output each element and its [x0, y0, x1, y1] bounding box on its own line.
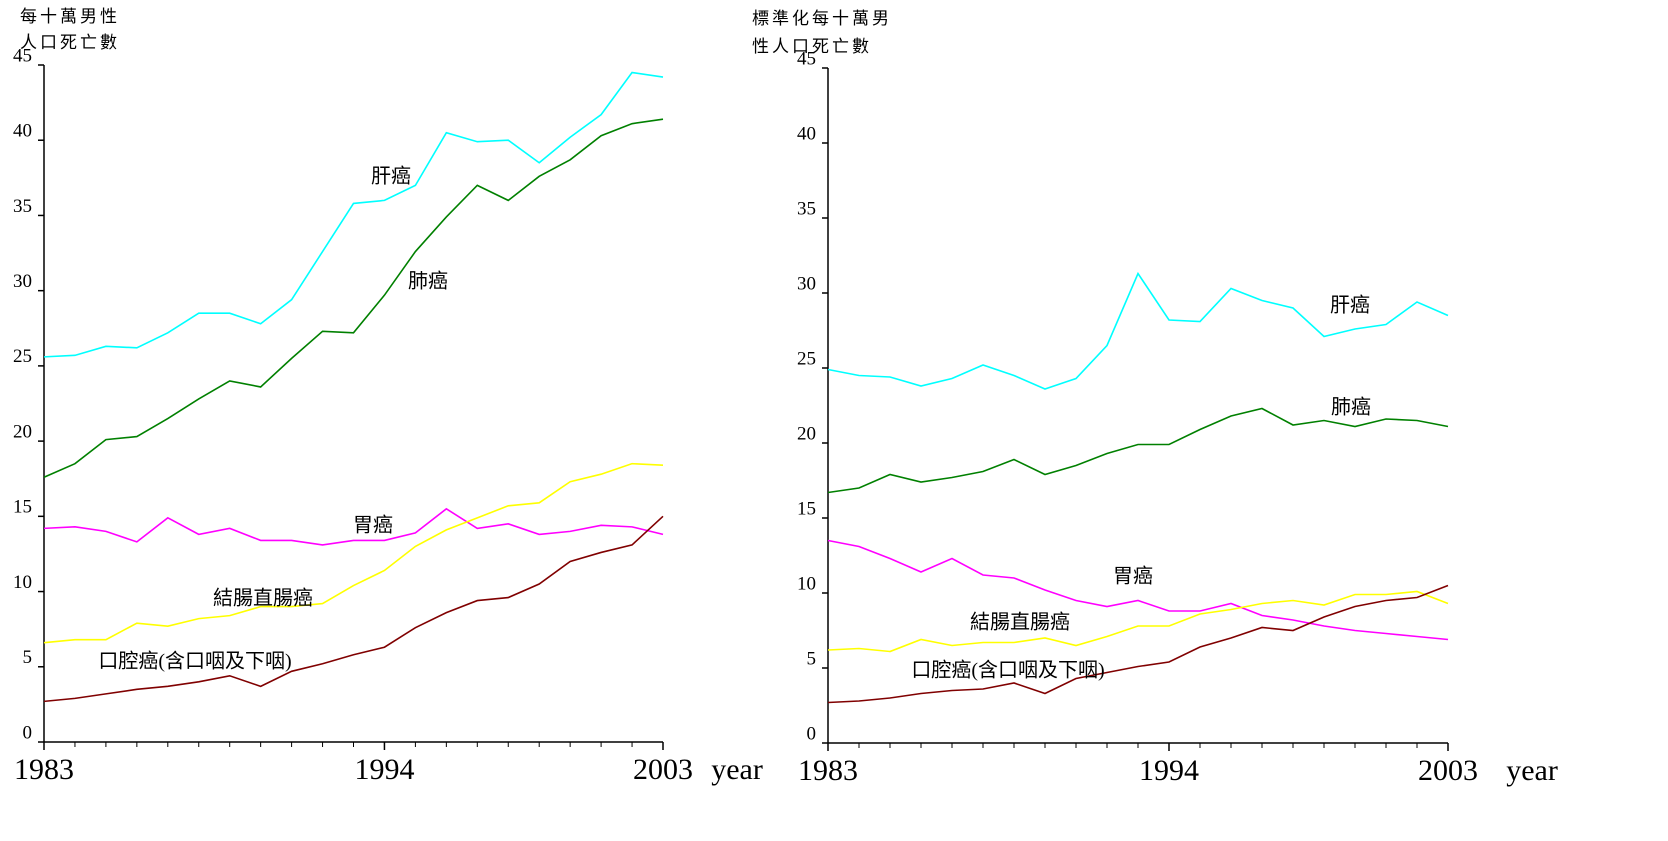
- series-line: [43, 515, 664, 703]
- series-line: [827, 590, 1449, 653]
- x-tick-label: 1983: [798, 754, 858, 787]
- y-tick-label: 15: [13, 497, 32, 518]
- series-line: [43, 71, 664, 358]
- series-line: [827, 407, 1449, 494]
- series-label: 胃癌: [353, 514, 393, 537]
- x-tick-label: 1994: [354, 753, 414, 786]
- y-tick-label: 20: [13, 421, 32, 442]
- series-label: 結腸直腸癌: [970, 611, 1070, 634]
- y-tick-label: 35: [13, 196, 32, 217]
- series-label: 胃癌: [1113, 565, 1153, 588]
- series-label: 口腔癌(含口咽及下咽): [98, 650, 291, 673]
- x-axis-label: year: [711, 753, 763, 786]
- y-axis-label: 性人口死亡數: [752, 37, 872, 56]
- series-line: [43, 507, 664, 546]
- y-axis-label: 標準化每十萬男: [752, 9, 892, 28]
- series-label: 肝癌: [1330, 294, 1370, 317]
- series-line: [827, 584, 1449, 704]
- y-tick-label: 40: [797, 123, 816, 144]
- y-tick-label: 10: [13, 572, 32, 593]
- y-axis-label: 人口死亡數: [20, 33, 120, 52]
- y-tick-label: 0: [807, 723, 817, 744]
- y-tick-label: 5: [23, 647, 33, 668]
- y-tick-label: 10: [797, 573, 816, 594]
- y-tick-label: 35: [797, 198, 816, 219]
- x-axis-label: year: [1506, 754, 1558, 787]
- x-tick-label: 2003: [633, 753, 693, 786]
- series-label: 結腸直腸癌: [213, 587, 313, 610]
- x-tick-label: 1994: [1139, 754, 1199, 787]
- y-tick-label: 45: [797, 48, 816, 69]
- y-tick-label: 25: [13, 346, 32, 367]
- y-tick-label: 0: [23, 722, 33, 743]
- y-tick-label: 40: [13, 121, 32, 142]
- series-line: [43, 462, 664, 644]
- y-tick-label: 25: [797, 348, 816, 369]
- y-axis-label: 每十萬男性: [20, 7, 120, 26]
- series-label: 肝癌: [371, 165, 411, 188]
- series-line: [43, 118, 664, 478]
- series-line: [827, 539, 1449, 641]
- y-tick-label: 5: [807, 648, 817, 669]
- series-label: 口腔癌(含口咽及下咽): [911, 659, 1104, 682]
- series-label: 肺癌: [1331, 396, 1371, 419]
- x-tick-label: 1983: [14, 753, 74, 786]
- y-tick-label: 15: [797, 498, 816, 519]
- y-tick-label: 30: [13, 271, 32, 292]
- y-tick-label: 45: [13, 45, 32, 66]
- y-tick-label: 20: [797, 423, 816, 444]
- x-tick-label: 2003: [1418, 754, 1478, 787]
- y-tick-label: 30: [797, 273, 816, 294]
- series-line: [827, 271, 1449, 390]
- series-label: 肺癌: [408, 270, 448, 293]
